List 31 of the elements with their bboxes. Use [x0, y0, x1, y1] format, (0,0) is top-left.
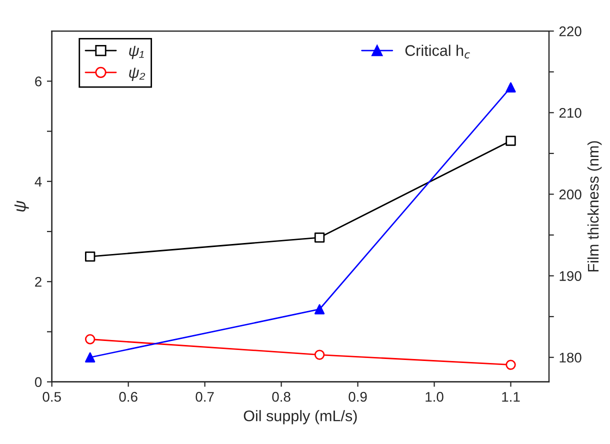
point: [506, 360, 516, 370]
legend-label: ψ₁: [129, 46, 144, 60]
point: [85, 352, 96, 362]
y2-tick-label: 220: [559, 26, 582, 36]
y-tick-label: 2: [35, 276, 42, 287]
y2-axis-title: Film thickness (nm): [587, 141, 602, 272]
x-tick-label: 0.5: [42, 392, 61, 402]
y-tick-label: 6: [35, 76, 42, 86]
point: [506, 136, 516, 146]
x-tick-label: 0.7: [196, 392, 214, 402]
point: [506, 82, 516, 92]
y2-tick-label: 190: [560, 271, 582, 281]
y2-tick-label: 210: [559, 108, 582, 118]
x-axis-title: Oil supply (mL/s): [244, 410, 357, 424]
y2-tick-label: 200: [559, 190, 582, 200]
point: [314, 232, 325, 243]
legend-label: Critical h$_{c}$: [405, 44, 470, 58]
point: [85, 251, 96, 262]
x-tick-label: 0.6: [119, 392, 138, 402]
x-tick-label: 0.8: [272, 392, 290, 402]
x-tick-label: 1.1: [502, 392, 520, 402]
y-tick-label: 4: [34, 176, 42, 186]
point: [314, 350, 325, 360]
y2-tick-label: 180: [560, 352, 582, 363]
x-tick-label: 1.0: [426, 392, 444, 402]
x-tick-label: 0.9: [348, 392, 367, 402]
point: [314, 304, 325, 314]
point: [85, 334, 96, 344]
y-tick-label: 0: [34, 377, 42, 388]
legend-label: ψ₂: [129, 68, 146, 81]
y-axis-title: ψ: [14, 200, 29, 212]
